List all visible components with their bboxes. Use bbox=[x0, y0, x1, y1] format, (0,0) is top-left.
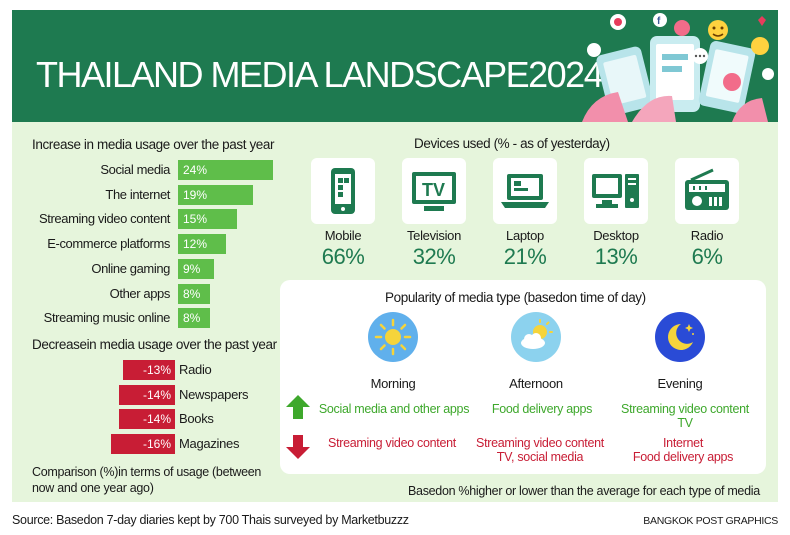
morning-decrease-item: Streaming video content bbox=[328, 436, 456, 450]
decrease-bar-value: -13% bbox=[142, 363, 171, 377]
period-name-afternoon: Afternoon bbox=[509, 376, 563, 391]
decrease-chart-title: Decreasein media usage over the past yea… bbox=[32, 337, 277, 352]
evening-decrease-item: Food delivery apps bbox=[632, 450, 734, 464]
increase-bar-value: 24% bbox=[183, 163, 208, 177]
increase-bar-label: Social media bbox=[100, 162, 170, 177]
device-laptop bbox=[493, 158, 557, 224]
evening-decrease: Internet Food delivery apps bbox=[603, 436, 763, 464]
afternoon-increase: Food delivery apps bbox=[462, 402, 622, 416]
device-television: TV bbox=[402, 158, 466, 224]
morning-increase: Social media and other apps bbox=[312, 402, 476, 416]
smartphones-illustration-icon: f bbox=[582, 13, 774, 122]
mobile-phone-icon bbox=[331, 168, 355, 214]
increase-bar-label: E-commerce platforms bbox=[47, 236, 170, 252]
evening-increase-item: Streaming video content bbox=[621, 402, 749, 416]
decrease-arrow-icon bbox=[286, 435, 310, 459]
source-note: Source: Basedon 7-day diaries kept by 70… bbox=[12, 513, 409, 527]
evening-decrease-item: Internet bbox=[663, 436, 703, 450]
increase-bar bbox=[178, 160, 273, 180]
evening-increase-item: TV bbox=[677, 416, 693, 430]
device-mobile bbox=[311, 158, 375, 224]
device-pct-laptop: 21% bbox=[503, 244, 547, 269]
device-pct-television: 32% bbox=[412, 244, 456, 269]
page-title: THAILAND MEDIA LANDSCAPE2024 bbox=[36, 54, 604, 95]
increase-bar-label: Streaming music online bbox=[43, 310, 171, 326]
device-radio bbox=[675, 158, 739, 224]
laptop-icon bbox=[501, 174, 549, 208]
sun-cloud-icon bbox=[521, 319, 553, 349]
device-pct-mobile: 66% bbox=[321, 244, 365, 269]
increase-bar-value: 9% bbox=[183, 261, 201, 276]
increase-arrow-icon bbox=[286, 395, 310, 419]
evening-badge bbox=[655, 312, 705, 362]
increase-bar-label: Streaming video content bbox=[39, 211, 170, 227]
increase-bar-label: Online gaming bbox=[91, 260, 170, 276]
increase-bar-value: 12% bbox=[183, 237, 208, 252]
increase-bar bbox=[178, 209, 238, 230]
increase-bar bbox=[178, 283, 210, 304]
increase-bar bbox=[178, 184, 254, 205]
time-of-day-title: Popularity of media type (basedon time o… bbox=[385, 290, 646, 305]
device-name-desktop: Desktop bbox=[593, 228, 639, 243]
comparison-note: Comparison (%)in terms of usage (between… bbox=[32, 465, 262, 495]
svg-text:f: f bbox=[657, 16, 661, 27]
decrease-bar-label: Newspapers bbox=[179, 386, 249, 402]
radio-icon bbox=[685, 168, 729, 210]
sun-icon bbox=[374, 318, 412, 356]
increase-bar bbox=[178, 258, 214, 279]
graphics-credit: BANGKOK POST GRAPHICS bbox=[643, 515, 778, 527]
decrease-bar bbox=[111, 434, 175, 455]
morning-badge bbox=[368, 312, 418, 362]
increase-bar bbox=[178, 234, 226, 255]
header-banner: THAILAND MEDIA LANDSCAPE2024 f bbox=[12, 10, 778, 122]
increase-bar-label: The internet bbox=[105, 186, 170, 202]
moon-stars-icon bbox=[668, 324, 694, 350]
morning-increase-item: Social media and other apps bbox=[318, 402, 470, 416]
increase-chart-title: Increase in media usage over the past ye… bbox=[32, 137, 275, 152]
afternoon-decrease-item: TV, social media bbox=[496, 450, 584, 464]
increase-bar-label: Other apps bbox=[109, 285, 171, 301]
period-name-morning: Morning bbox=[370, 376, 416, 391]
devices-title: Devices used (% - as of yesterday) bbox=[414, 136, 610, 151]
time-of-day-footnote: Basedon %higher or lower than the averag… bbox=[408, 484, 760, 498]
increase-bar bbox=[178, 308, 210, 329]
device-name-laptop: Laptop bbox=[506, 228, 544, 243]
afternoon-badge bbox=[511, 312, 561, 362]
device-pct-radio: 6% bbox=[691, 244, 723, 269]
morning-decrease: Streaming video content bbox=[312, 436, 472, 450]
afternoon-decrease-item: Streaming video content bbox=[476, 436, 604, 450]
decrease-bar bbox=[123, 360, 175, 380]
decrease-bar-label: Radio bbox=[179, 362, 212, 377]
increase-bar-value: 8% bbox=[183, 286, 201, 301]
afternoon-decrease: Streaming video content TV, social media bbox=[460, 436, 620, 464]
decrease-bar-label: Magazines bbox=[179, 436, 240, 452]
desktop-computer-icon bbox=[592, 174, 639, 208]
svg-text:TV: TV bbox=[422, 180, 445, 200]
decrease-bar-value: -14% bbox=[142, 412, 171, 427]
device-name-radio: Radio bbox=[690, 228, 724, 243]
increase-bar-value: 19% bbox=[183, 187, 208, 202]
decrease-bar bbox=[119, 409, 175, 430]
device-desktop bbox=[584, 158, 648, 224]
decrease-bar bbox=[119, 384, 175, 405]
decrease-bar-value: -16% bbox=[142, 437, 171, 452]
device-pct-desktop: 13% bbox=[594, 244, 638, 269]
increase-bar-value: 8% bbox=[183, 311, 201, 326]
television-icon: TV bbox=[412, 172, 456, 211]
device-name-mobile: Mobile bbox=[324, 228, 362, 243]
period-name-evening: Evening bbox=[657, 376, 703, 391]
increase-bar-value: 15% bbox=[183, 212, 208, 227]
decrease-bar-label: Books bbox=[179, 411, 214, 427]
decrease-bar-value: -14% bbox=[142, 387, 171, 402]
afternoon-increase-item: Food delivery apps bbox=[491, 402, 593, 416]
evening-increase: Streaming video content TV bbox=[605, 402, 765, 430]
device-name-television: Television bbox=[406, 228, 462, 243]
